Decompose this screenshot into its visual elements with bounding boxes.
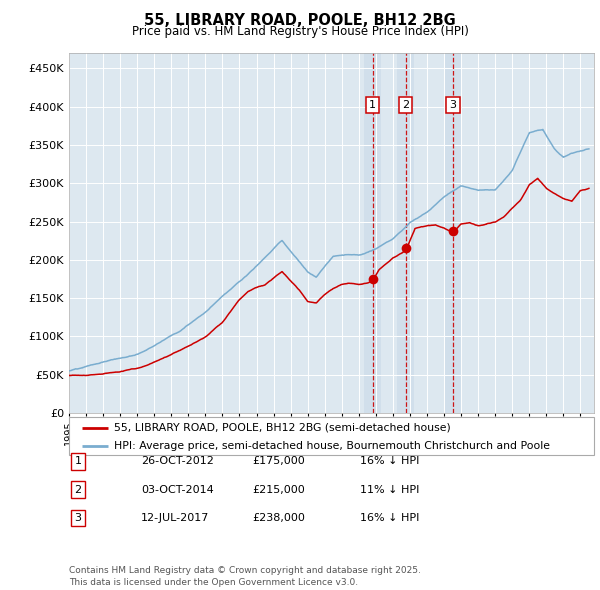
- Text: 2: 2: [402, 100, 409, 110]
- Bar: [364, 53, 381, 413]
- Text: 3: 3: [449, 100, 457, 110]
- Text: HPI: Average price, semi-detached house, Bournemouth Christchurch and Poole: HPI: Average price, semi-detached house,…: [113, 441, 550, 451]
- Text: 3: 3: [74, 513, 82, 523]
- Text: 11% ↓ HPI: 11% ↓ HPI: [360, 485, 419, 494]
- Bar: [397, 53, 414, 413]
- Text: 03-OCT-2014: 03-OCT-2014: [141, 485, 214, 494]
- Text: 55, LIBRARY ROAD, POOLE, BH12 2BG (semi-detached house): 55, LIBRARY ROAD, POOLE, BH12 2BG (semi-…: [113, 423, 451, 433]
- Text: £175,000: £175,000: [252, 457, 305, 466]
- Bar: [445, 53, 461, 413]
- Text: 16% ↓ HPI: 16% ↓ HPI: [360, 513, 419, 523]
- Text: 26-OCT-2012: 26-OCT-2012: [141, 457, 214, 466]
- Text: 55, LIBRARY ROAD, POOLE, BH12 2BG: 55, LIBRARY ROAD, POOLE, BH12 2BG: [144, 13, 456, 28]
- Text: Price paid vs. HM Land Registry's House Price Index (HPI): Price paid vs. HM Land Registry's House …: [131, 25, 469, 38]
- Text: 2: 2: [74, 485, 82, 494]
- Text: 16% ↓ HPI: 16% ↓ HPI: [360, 457, 419, 466]
- Text: £238,000: £238,000: [252, 513, 305, 523]
- Text: £215,000: £215,000: [252, 485, 305, 494]
- Text: Contains HM Land Registry data © Crown copyright and database right 2025.
This d: Contains HM Land Registry data © Crown c…: [69, 566, 421, 587]
- Text: 1: 1: [369, 100, 376, 110]
- Text: 12-JUL-2017: 12-JUL-2017: [141, 513, 209, 523]
- Text: 1: 1: [74, 457, 82, 466]
